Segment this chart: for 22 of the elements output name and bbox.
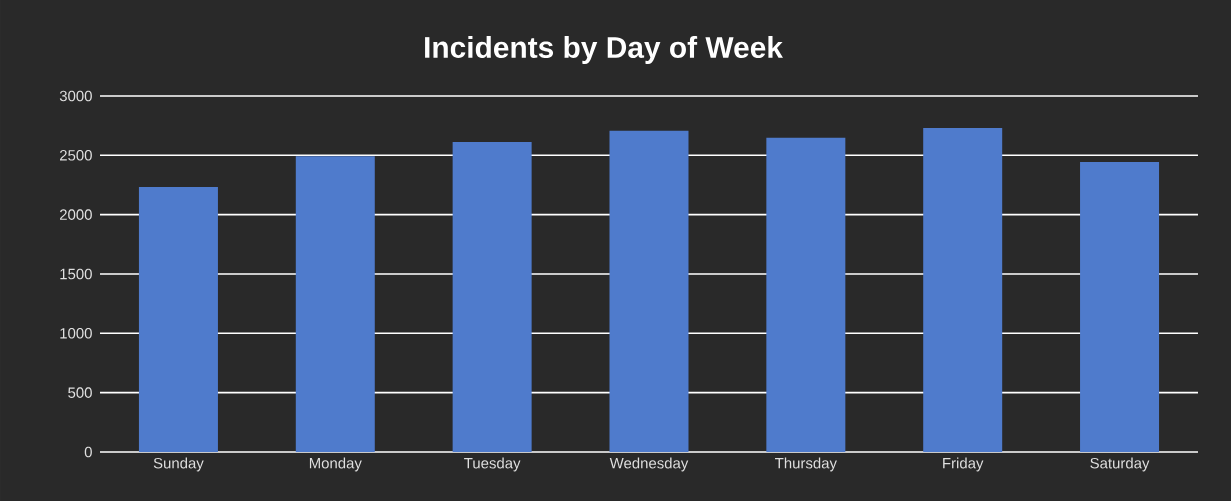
x-tick-label: Monday [309,457,362,472]
x-tick-label: Saturday [1090,457,1150,472]
x-tick-label: Wednesday [609,457,689,472]
bar [766,137,846,452]
x-tick-label: Thursday [775,457,837,472]
x-tick-label: Tuesday [464,457,521,472]
x-tick-label: Sunday [153,457,204,472]
y-tick-label: 1000 [60,328,92,339]
bar [138,186,218,452]
x-tick-label: Friday [943,457,984,472]
chart-title: Incidents by Day of Week [425,36,783,64]
y-tick-label: 500 [68,387,92,398]
bar [923,127,1003,452]
y-tick-label: 1500 [60,268,92,280]
y-tick-label: 3000 [59,90,92,102]
bar [1080,161,1160,452]
bar [295,156,375,452]
bar [452,142,532,452]
y-tick-label: 2500 [60,150,92,161]
bar [609,130,689,452]
y-tick-label: 0 [84,446,92,458]
y-tick-label: 2000 [60,209,92,220]
